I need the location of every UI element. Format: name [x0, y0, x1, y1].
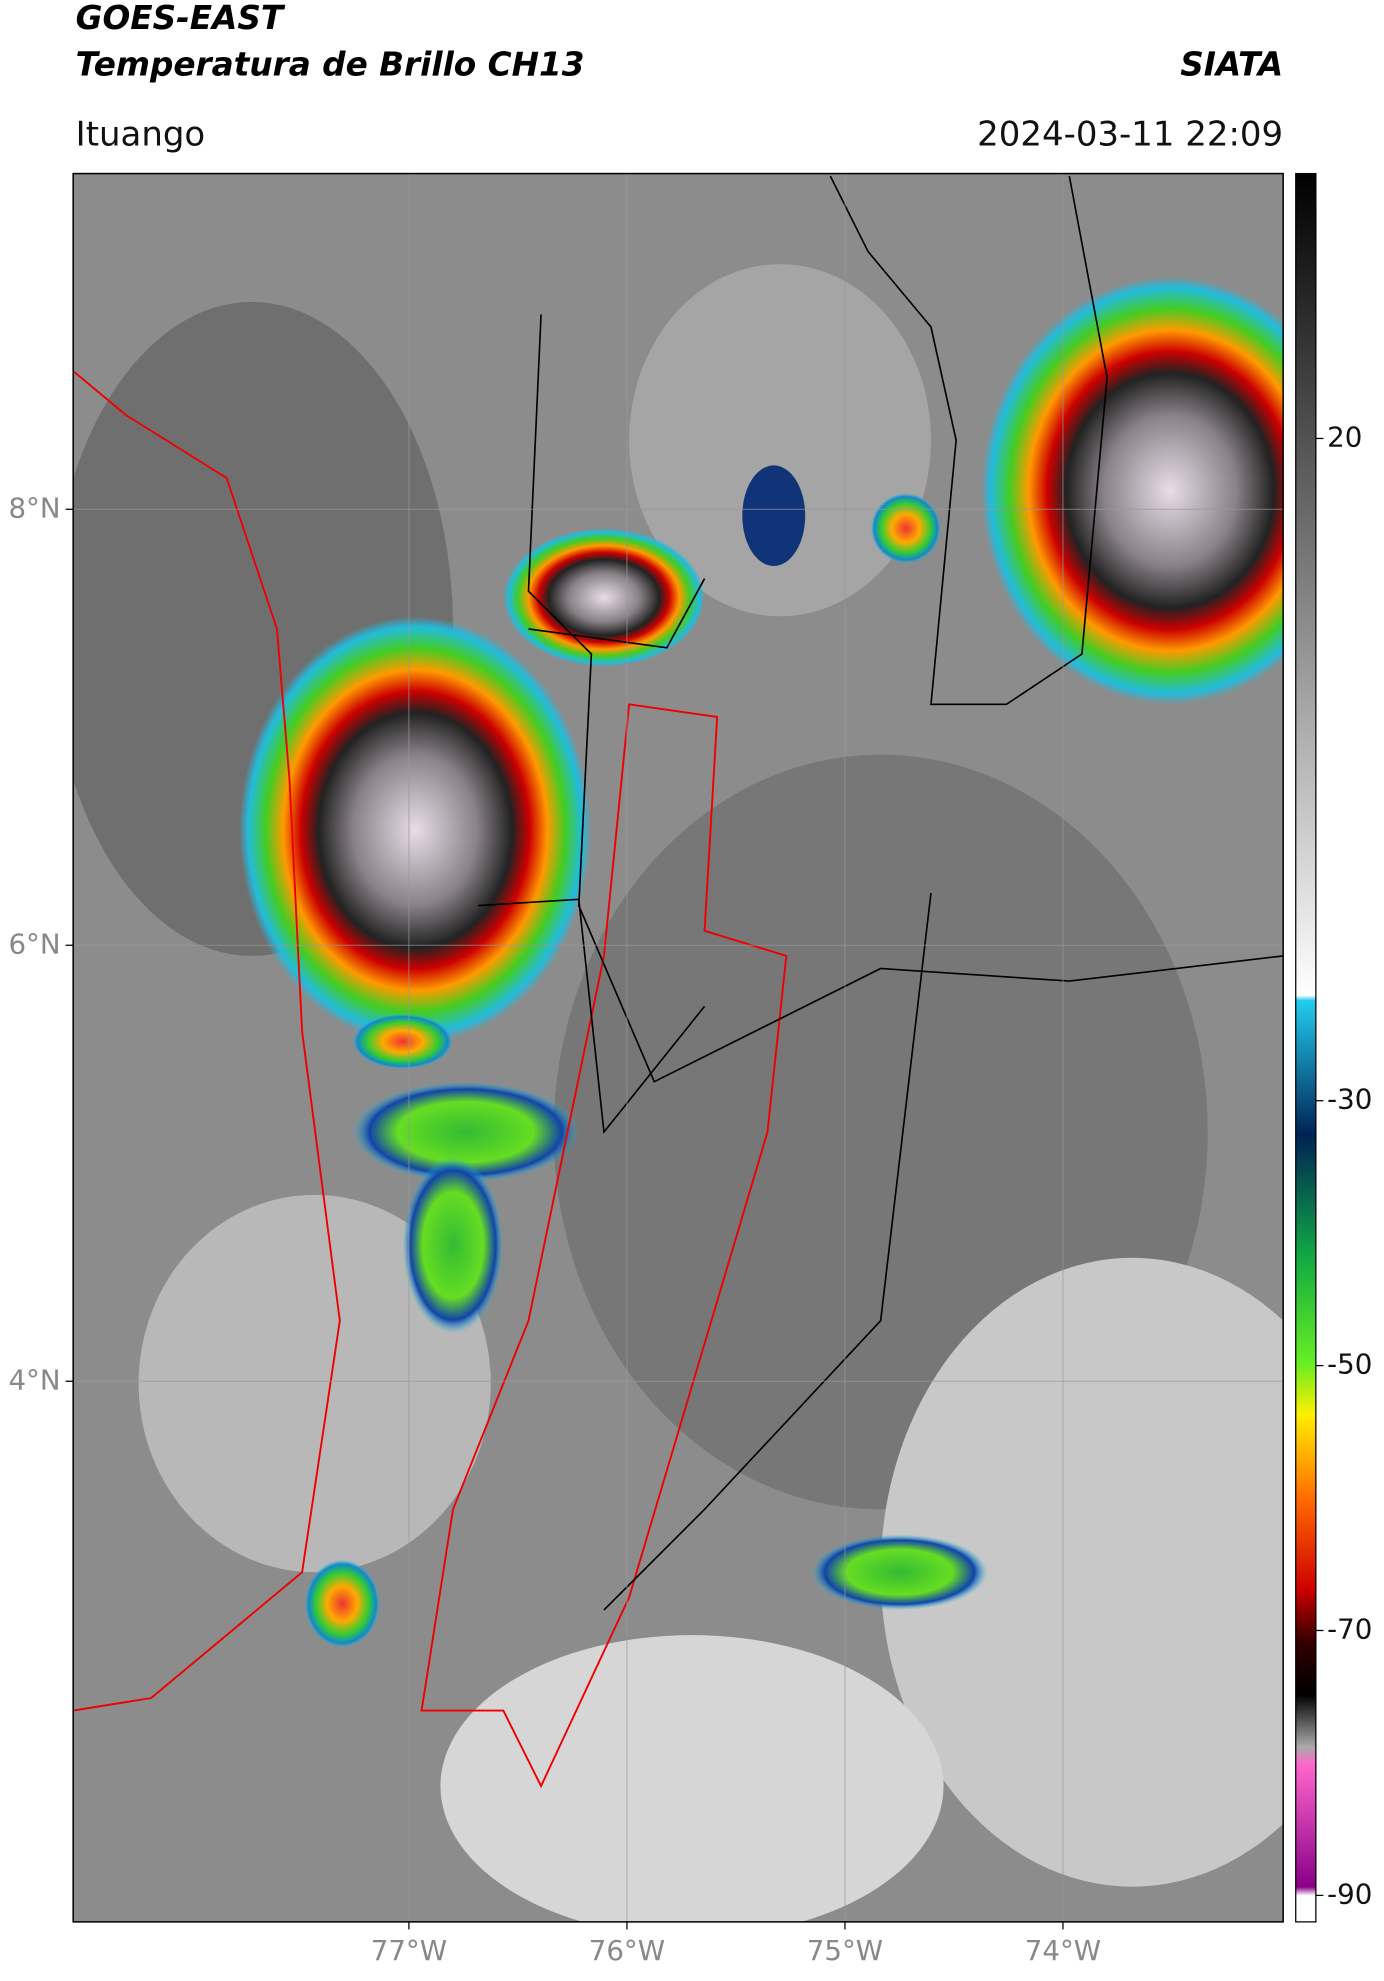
satellite-image [73, 173, 1284, 1922]
colorbar [1295, 172, 1317, 1923]
y-tick-label: 8°N [8, 491, 60, 524]
colorbar-tick-label: -90 [1327, 1877, 1372, 1910]
colorbar-tick-label: 20 [1327, 420, 1362, 453]
datetime: 2024-03-11 22:09 [977, 114, 1283, 154]
x-tick-label: 75°W [807, 1934, 883, 1967]
y-tick-label: 4°N [8, 1363, 60, 1396]
colorbar-tick-label: -30 [1327, 1083, 1372, 1116]
colorbar-tick-label: -50 [1327, 1348, 1372, 1381]
location: Ituango [76, 114, 206, 154]
colorbar-tick-label: -70 [1327, 1612, 1372, 1645]
y-tick-label: 6°N [8, 927, 60, 960]
title: GOES-EAST [76, 0, 286, 37]
x-tick-label: 77°W [371, 1934, 447, 1967]
x-tick-label: 76°W [589, 1934, 665, 1967]
map-frame [72, 172, 1284, 1923]
x-tick-label: 74°W [1025, 1934, 1101, 1967]
organization: SIATA [1180, 46, 1283, 84]
subtitle: Temperatura de Brillo CH13 [76, 46, 585, 84]
